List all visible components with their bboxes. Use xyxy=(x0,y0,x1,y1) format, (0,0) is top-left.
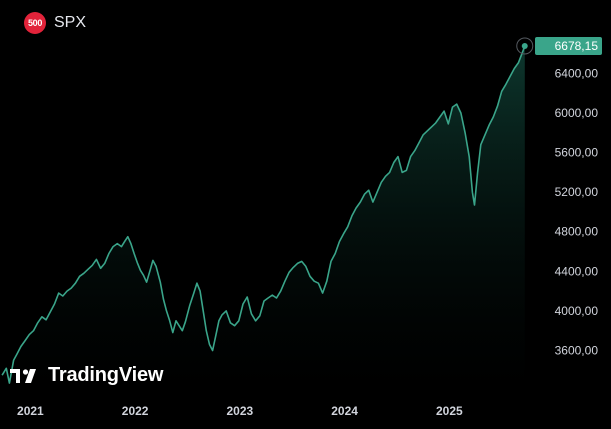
last-point-marker xyxy=(521,42,528,49)
x-tick-label: 2025 xyxy=(436,404,463,418)
price-line xyxy=(1,45,526,384)
y-tick-label: 4000,00 xyxy=(555,304,599,318)
symbol-header: 500 SPX xyxy=(24,12,86,34)
sp500-badge-icon: 500 xyxy=(24,12,46,34)
last-value-label: 6678,15 xyxy=(555,39,599,53)
y-tick-label: 5600,00 xyxy=(555,146,599,160)
y-tick-label: 6400,00 xyxy=(555,66,599,80)
last-value-label-bg xyxy=(535,36,602,55)
x-tick-label: 2022 xyxy=(122,404,149,418)
y-tick-label: 4800,00 xyxy=(555,225,599,239)
last-point-halo xyxy=(516,37,534,55)
y-tick-label: 4400,00 xyxy=(555,264,599,278)
x-tick-label: 2023 xyxy=(227,404,254,418)
x-tick-label: 2021 xyxy=(17,404,44,418)
y-tick-label: 6000,00 xyxy=(555,106,599,120)
tradingview-logo-icon xyxy=(10,368,36,383)
y-tick-label: 5200,00 xyxy=(555,185,599,199)
symbol-label: SPX xyxy=(54,14,87,31)
tradingview-logo: TradingView xyxy=(10,364,163,387)
price-area-fill xyxy=(2,45,525,393)
tradingview-logo-text: TradingView xyxy=(48,364,164,386)
y-tick-label: 3600,00 xyxy=(555,343,599,357)
x-tick-label: 2024 xyxy=(331,404,358,418)
